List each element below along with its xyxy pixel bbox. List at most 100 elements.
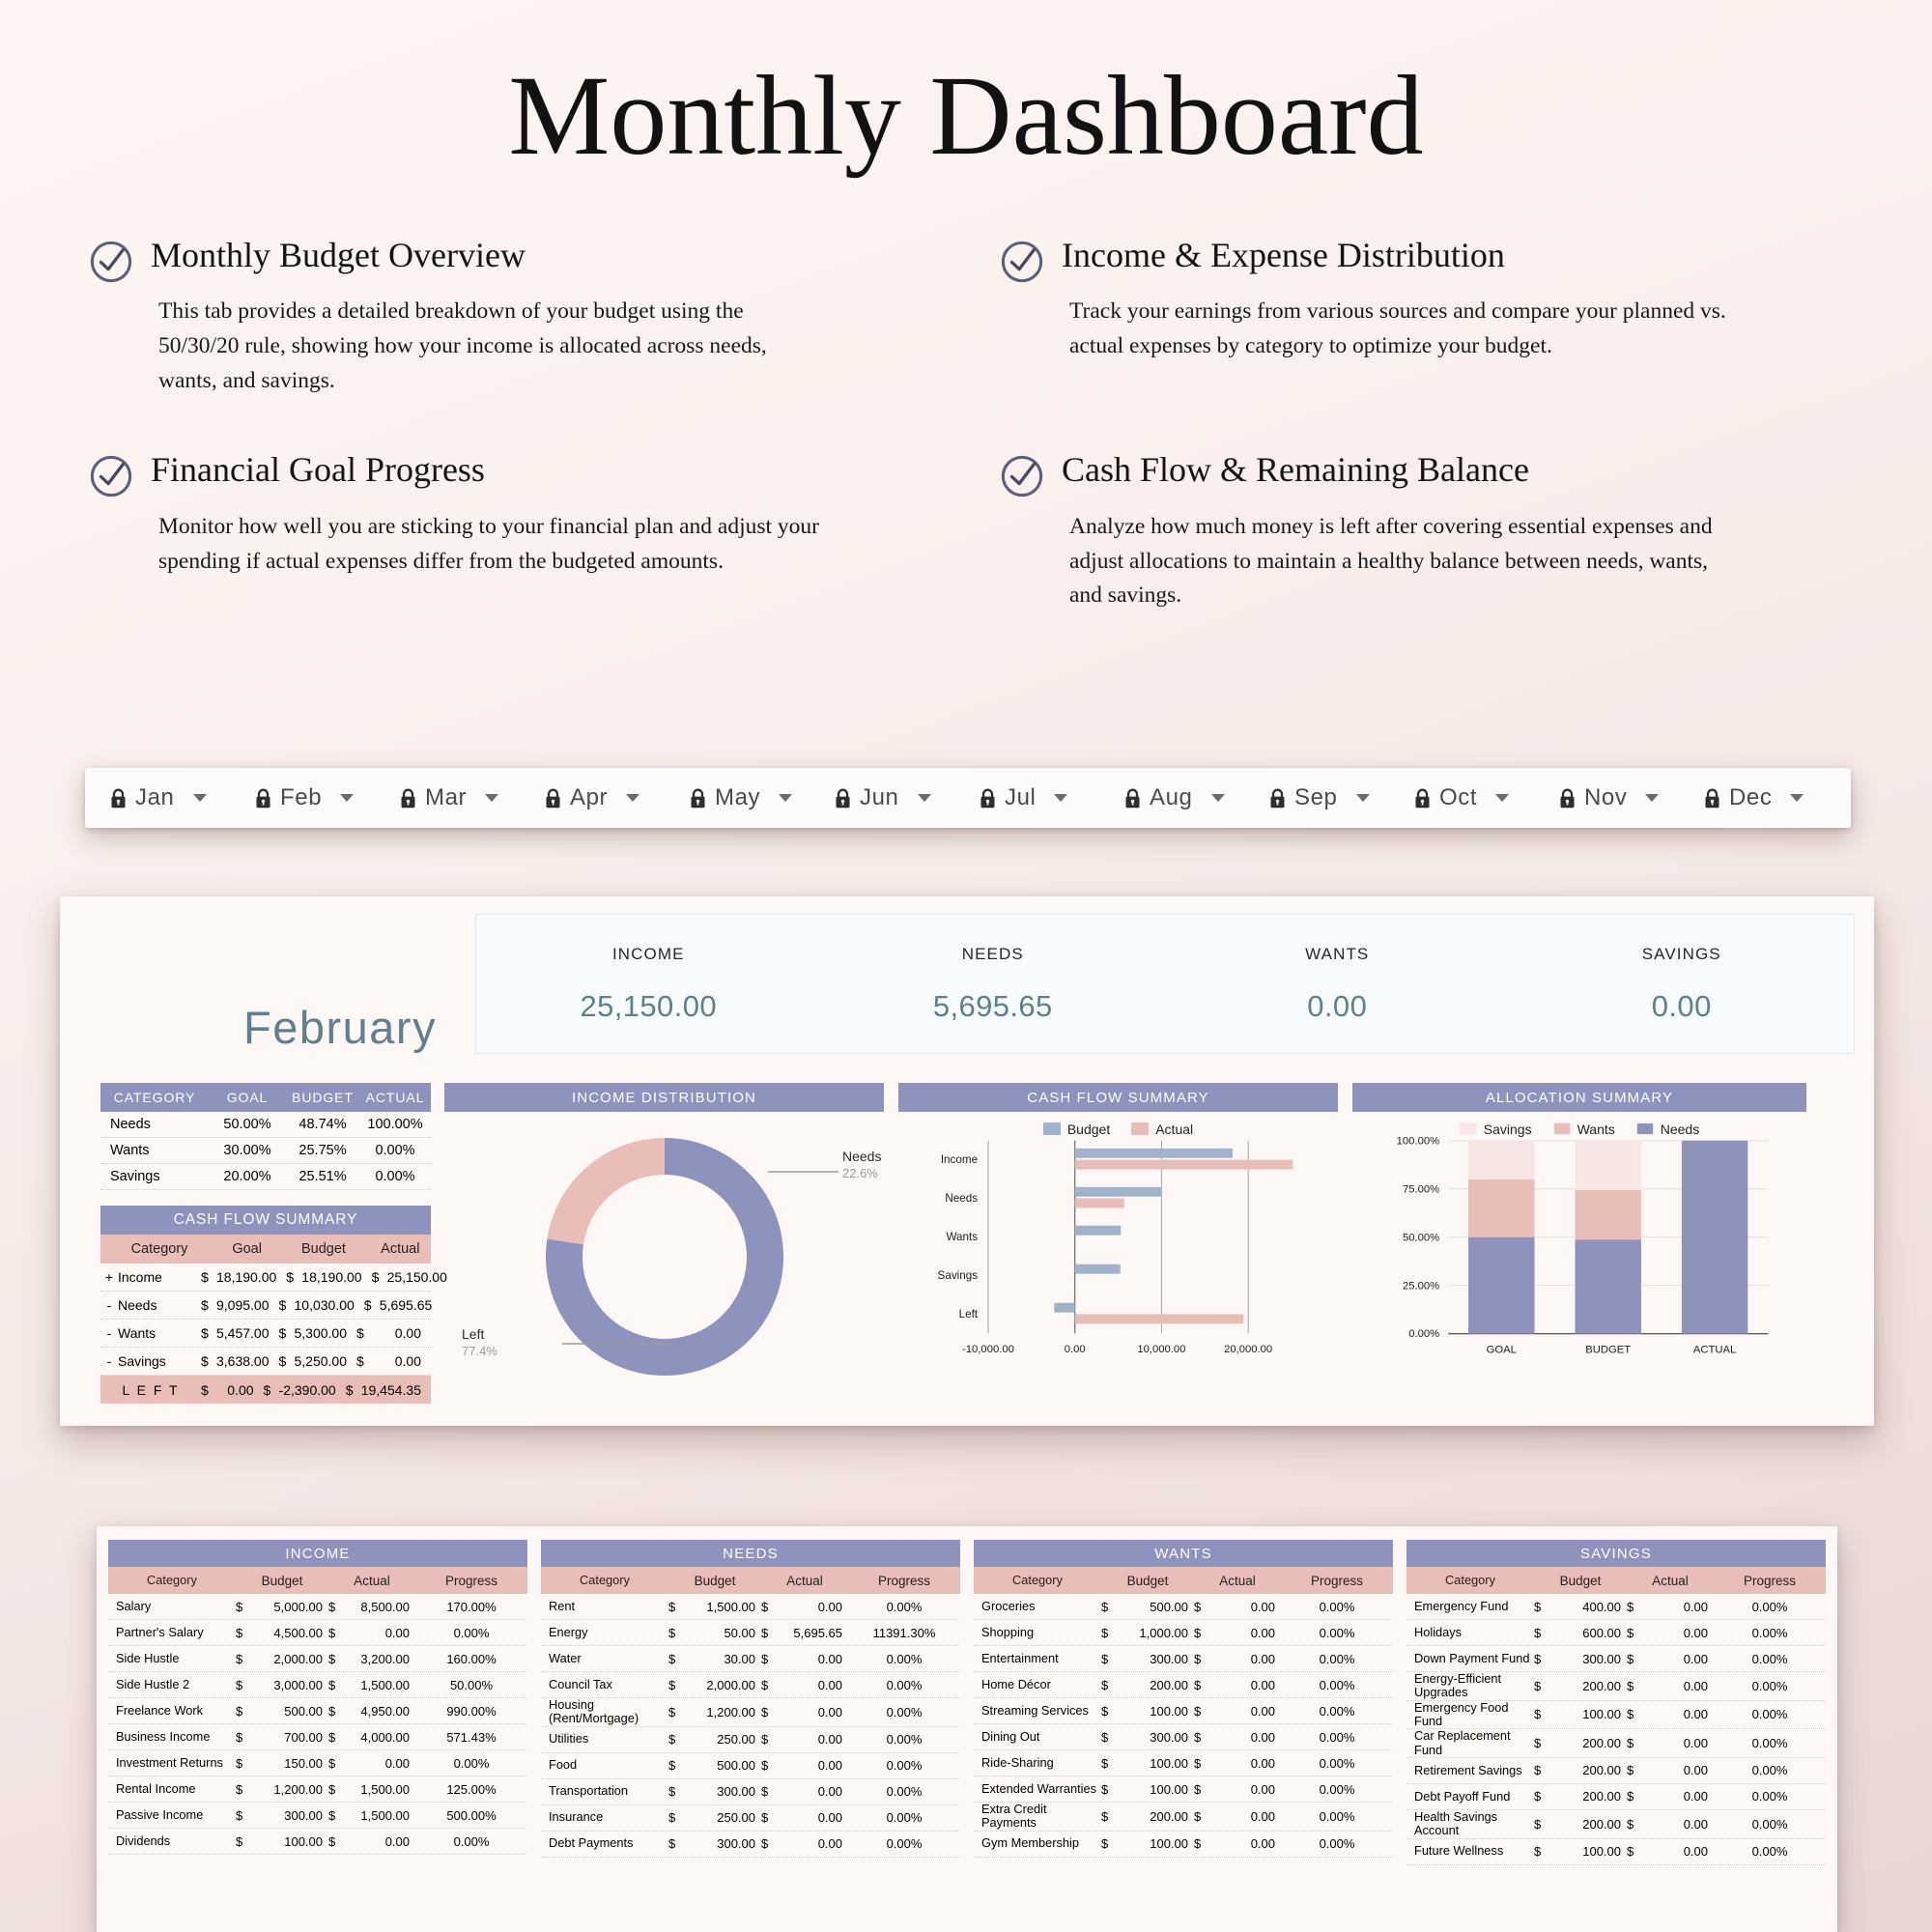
column-header: Category bbox=[580, 1572, 630, 1587]
month-tab-sep[interactable]: Sep bbox=[1258, 784, 1403, 811]
row-label: L E F T bbox=[122, 1381, 180, 1398]
month-tab-label: Feb bbox=[280, 784, 323, 810]
cell: Needs bbox=[110, 1117, 151, 1132]
table-row: Wants 30.00% 25.75% 0.00% bbox=[100, 1138, 431, 1164]
month-tab-may[interactable]: May bbox=[678, 784, 823, 811]
row-category: Dining Out bbox=[981, 1728, 1040, 1744]
table-row: Dividends $100.00 $0.00 0.00% bbox=[108, 1829, 527, 1855]
chevron-down-icon[interactable] bbox=[1495, 794, 1510, 802]
row-category: Freelance Work bbox=[116, 1702, 204, 1718]
progress-value: 0.00% bbox=[1319, 1781, 1355, 1797]
lock-icon bbox=[835, 788, 851, 809]
chevron-down-icon[interactable] bbox=[1054, 794, 1068, 802]
currency-symbol: $ bbox=[1194, 1755, 1202, 1771]
chevron-down-icon[interactable] bbox=[626, 794, 640, 802]
chevron-down-icon[interactable] bbox=[340, 794, 355, 802]
currency-symbol: $ bbox=[201, 1269, 209, 1285]
progress-value: 500.00% bbox=[446, 1807, 497, 1823]
currency-symbol: $ bbox=[371, 1269, 380, 1285]
month-tab-mar[interactable]: Mar bbox=[388, 784, 533, 811]
month-tab-apr[interactable]: Apr bbox=[533, 784, 678, 811]
chevron-down-icon[interactable] bbox=[917, 794, 931, 802]
slice-value: 77.4% bbox=[462, 1343, 497, 1358]
legend-item-wants: Wants bbox=[1552, 1122, 1615, 1137]
month-tab-jun[interactable]: Jun bbox=[823, 784, 968, 811]
feature-description: Monitor how well you are sticking to you… bbox=[158, 513, 819, 574]
table-row: Housing (Rent/Mortgage) $1,200.00 $0.00 0.0… bbox=[541, 1697, 960, 1727]
currency-symbol: $ bbox=[1101, 1836, 1109, 1852]
currency-symbol: $ bbox=[761, 1677, 769, 1692]
actual-value: 0.00 bbox=[1683, 1844, 1708, 1860]
budget-value: 1,200.00 bbox=[706, 1704, 755, 1719]
column-header: Budget bbox=[301, 1241, 346, 1257]
month-tab-jan[interactable]: Jan bbox=[99, 784, 243, 811]
progress-value: 0.00% bbox=[886, 1704, 923, 1719]
currency-symbol: $ bbox=[1101, 1625, 1109, 1640]
table-row: Gym Membership $100.00 $0.00 0.00% bbox=[974, 1832, 1393, 1858]
currency-symbol: $ bbox=[201, 1297, 209, 1313]
currency-symbol: $ bbox=[278, 1353, 287, 1369]
currency-symbol: $ bbox=[328, 1651, 336, 1666]
chevron-down-icon[interactable] bbox=[485, 794, 499, 802]
chevron-down-icon[interactable] bbox=[1355, 794, 1370, 802]
check-circle-icon bbox=[1000, 454, 1044, 498]
cell: 48.74% bbox=[298, 1117, 347, 1132]
month-tab-feb[interactable]: Feb bbox=[243, 784, 388, 811]
currency-symbol: $ bbox=[1194, 1729, 1202, 1745]
chevron-down-icon[interactable] bbox=[1790, 794, 1804, 802]
progress-value: 0.00% bbox=[886, 1677, 923, 1692]
currency-symbol: $ bbox=[236, 1599, 243, 1614]
currency-symbol: $ bbox=[668, 1651, 676, 1666]
month-tab-aug[interactable]: Aug bbox=[1113, 784, 1258, 811]
actual-value: 0.00 bbox=[1683, 1651, 1708, 1666]
row-category: Dividends bbox=[116, 1833, 171, 1848]
column-header: Budget bbox=[1559, 1573, 1602, 1588]
dashboard-panel: February INCOME 25,150.00 NEEDS 5,695.65 WAN… bbox=[60, 896, 1874, 1426]
column-header: Actual bbox=[786, 1573, 823, 1588]
currency-symbol: $ bbox=[761, 1732, 769, 1747]
chevron-down-icon[interactable] bbox=[1645, 794, 1660, 802]
currency-symbol: $ bbox=[1534, 1844, 1542, 1860]
donut-label-left: Left 77.4% bbox=[462, 1326, 497, 1359]
check-circle-icon bbox=[89, 454, 133, 498]
progress-value: 0.00% bbox=[886, 1784, 923, 1800]
row-category: Down Payment Fund bbox=[1414, 1650, 1530, 1665]
actual-value: 0.00 bbox=[1683, 1789, 1708, 1804]
currency-symbol: $ bbox=[236, 1677, 243, 1692]
kpi-needs: NEEDS 5,695.65 bbox=[821, 915, 1166, 1053]
actual-value: 0.00 bbox=[1683, 1816, 1708, 1832]
row-category: Retirement Savings bbox=[1414, 1762, 1522, 1777]
donut-slice-left bbox=[546, 1138, 783, 1376]
actual-value: 0.00 bbox=[1683, 1763, 1708, 1778]
table-row: Extended Warranties $100.00 $0.00 0.00% bbox=[974, 1776, 1393, 1803]
currency-symbol: $ bbox=[1101, 1703, 1109, 1719]
month-tab-nov[interactable]: Nov bbox=[1548, 784, 1692, 811]
bar-budget-income bbox=[1074, 1148, 1233, 1158]
lock-icon bbox=[110, 788, 127, 809]
progress-value: 571.43% bbox=[446, 1729, 497, 1745]
y-tick-label: 75.00% bbox=[1403, 1183, 1439, 1195]
chevron-down-icon[interactable] bbox=[1210, 794, 1225, 802]
actual-value: 0.00 bbox=[1250, 1625, 1275, 1640]
category-label: Needs bbox=[945, 1192, 978, 1205]
row-category: Debt Payoff Fund bbox=[1414, 1788, 1511, 1804]
lock-icon bbox=[980, 788, 996, 809]
chevron-down-icon[interactable] bbox=[779, 794, 793, 802]
column-header: Actual bbox=[1652, 1573, 1689, 1588]
month-tab-dec[interactable]: Dec bbox=[1692, 784, 1837, 811]
currency-symbol: $ bbox=[668, 1677, 676, 1692]
category-label: Wants bbox=[946, 1231, 978, 1243]
month-tab-jul[interactable]: Jul bbox=[968, 784, 1113, 811]
actual-value: 8,500.00 bbox=[360, 1599, 410, 1614]
chevron-down-icon[interactable] bbox=[192, 794, 207, 802]
column-header: CATEGORY bbox=[113, 1090, 196, 1105]
month-tab-oct[interactable]: Oct bbox=[1403, 784, 1548, 811]
progress-value: 0.00% bbox=[1751, 1789, 1788, 1804]
month-tab-label: Aug bbox=[1150, 784, 1193, 810]
actual-value: 5,695.65 bbox=[379, 1297, 433, 1313]
row-category: Passive Income bbox=[116, 1806, 204, 1822]
currency-symbol: $ bbox=[278, 1297, 287, 1313]
table-title: WANTS bbox=[974, 1540, 1393, 1567]
currency-symbol: $ bbox=[1101, 1599, 1109, 1614]
table-row: Partner's Salary $4,500.00 $0.00 0.00% bbox=[108, 1620, 527, 1646]
